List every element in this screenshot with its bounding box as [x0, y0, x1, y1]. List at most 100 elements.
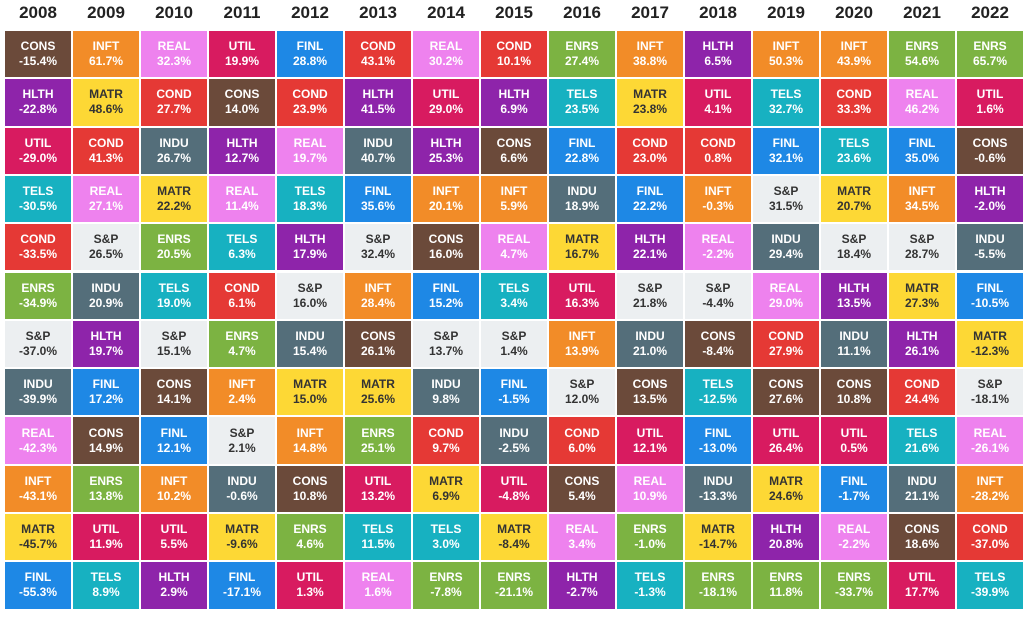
- sector-label: FINL: [432, 280, 460, 295]
- return-value: 3.4%: [500, 295, 528, 310]
- return-value: 14.9%: [88, 440, 124, 455]
- sector-label: S&P: [773, 184, 799, 199]
- sector-label: COND: [156, 87, 192, 102]
- sector-label: UTIL: [500, 473, 528, 488]
- return-value: -29.0%: [18, 150, 58, 165]
- sector-label: MATR: [837, 184, 871, 199]
- return-cell: ENRS 11.8%: [752, 561, 820, 610]
- return-value: 6.9%: [500, 102, 528, 117]
- sector-label: INDU: [363, 135, 393, 150]
- sector-label: INDU: [499, 425, 529, 440]
- return-cell: ENRS 65.7%: [956, 30, 1024, 79]
- return-value: -4.8%: [498, 488, 530, 503]
- return-cell: TELS 11.5%: [344, 513, 412, 562]
- sector-label: TELS: [226, 232, 258, 247]
- return-cell: FINL 12.1%: [140, 416, 208, 465]
- return-cell: HLTH 22.1%: [616, 223, 684, 272]
- return-value: 11.1%: [837, 343, 871, 358]
- sector-label: HLTH: [158, 570, 190, 585]
- return-cell: INDU -0.6%: [208, 464, 276, 513]
- sector-label: S&P: [25, 328, 51, 343]
- return-value: 4.6%: [296, 537, 324, 552]
- sector-label: TELS: [498, 280, 530, 295]
- sector-label: CONS: [564, 473, 600, 488]
- return-cell: CONS 10.8%: [276, 464, 344, 513]
- sector-label: ENRS: [361, 425, 395, 440]
- return-cell: INDU 15.4%: [276, 319, 344, 369]
- sector-label: HLTH: [770, 522, 802, 537]
- sector-label: ENRS: [837, 570, 871, 585]
- return-cell: TELS 32.7%: [752, 78, 820, 127]
- return-value: -28.2%: [970, 488, 1010, 503]
- return-value: 23.9%: [292, 102, 328, 117]
- return-cell: TELS -1.3%: [616, 561, 684, 610]
- return-value: -30.5%: [18, 199, 58, 214]
- return-value: 18.3%: [292, 199, 328, 214]
- sector-label: MATR: [361, 377, 395, 392]
- year-header: 2014: [427, 3, 465, 22]
- return-cell: TELS 6.3%: [208, 223, 276, 272]
- sector-label: FINL: [500, 377, 528, 392]
- sector-label: INDU: [635, 328, 665, 343]
- return-value: -18.1%: [970, 392, 1010, 407]
- return-value: -8.4%: [702, 343, 734, 358]
- sector-label: MATR: [497, 522, 531, 537]
- return-cell: S&P 1.4%: [480, 319, 548, 369]
- sector-label: UTIL: [908, 570, 936, 585]
- return-value: 46.2%: [904, 102, 940, 117]
- sector-label: COND: [496, 39, 532, 54]
- return-value: -13.3%: [698, 488, 738, 503]
- sector-label: ENRS: [633, 522, 667, 537]
- return-cell: TELS 8.9%: [72, 561, 140, 610]
- return-cell: UTIL 26.4%: [752, 416, 820, 465]
- return-cell: ENRS 25.1%: [344, 416, 412, 465]
- return-value: 10.8%: [836, 392, 872, 407]
- return-value: 25.3%: [428, 150, 464, 165]
- return-cell: S&P 16.0%: [276, 271, 344, 320]
- return-value: 12.1%: [632, 440, 668, 455]
- return-cell: REAL 4.7%: [480, 223, 548, 272]
- return-value: -0.3%: [702, 199, 734, 214]
- return-value: 23.8%: [632, 102, 668, 117]
- return-cell: HLTH 6.9%: [480, 78, 548, 127]
- return-value: 4.1%: [704, 102, 732, 117]
- sector-label: INFT: [92, 39, 120, 54]
- return-cell: CONS -8.4%: [684, 319, 752, 369]
- sector-label: REAL: [293, 135, 327, 150]
- return-value: -15.4%: [18, 54, 58, 69]
- sector-label: INFT: [228, 377, 256, 392]
- return-value: 14.8%: [292, 440, 328, 455]
- sector-label: ENRS: [497, 570, 531, 585]
- sector-label: CONS: [88, 425, 124, 440]
- return-value: 13.7%: [428, 343, 464, 358]
- return-cell: FINL -1.5%: [480, 368, 548, 417]
- return-value: -37.0%: [18, 343, 58, 358]
- return-value: 41.3%: [88, 150, 124, 165]
- return-value: 50.3%: [768, 54, 804, 69]
- return-cell: CONS -15.4%: [4, 30, 72, 79]
- return-value: 6.9%: [432, 488, 460, 503]
- sector-label: REAL: [429, 39, 463, 54]
- sector-label: COND: [564, 425, 600, 440]
- return-value: 21.8%: [632, 295, 668, 310]
- return-value: 27.1%: [88, 199, 124, 214]
- return-value: 29.4%: [768, 247, 804, 262]
- sector-label: FINL: [636, 184, 664, 199]
- return-value: 4.7%: [500, 247, 528, 262]
- return-cell: UTIL 1.3%: [276, 561, 344, 610]
- return-cell: UTIL 12.1%: [616, 416, 684, 465]
- return-cell: REAL 46.2%: [888, 78, 956, 127]
- return-value: 19.9%: [224, 54, 260, 69]
- sector-label: INDU: [159, 135, 189, 150]
- sector-label: TELS: [566, 87, 598, 102]
- return-cell: INFT 2.4%: [208, 368, 276, 417]
- sector-label: COND: [836, 87, 872, 102]
- return-value: 26.5%: [88, 247, 124, 262]
- return-value: 13.9%: [564, 343, 600, 358]
- return-cell: ENRS -1.0%: [616, 513, 684, 562]
- return-value: 9.7%: [432, 440, 460, 455]
- return-cell: COND -37.0%: [956, 513, 1024, 562]
- return-cell: MATR 20.7%: [820, 174, 888, 224]
- return-value: 20.9%: [88, 295, 124, 310]
- sector-label: S&P: [433, 328, 459, 343]
